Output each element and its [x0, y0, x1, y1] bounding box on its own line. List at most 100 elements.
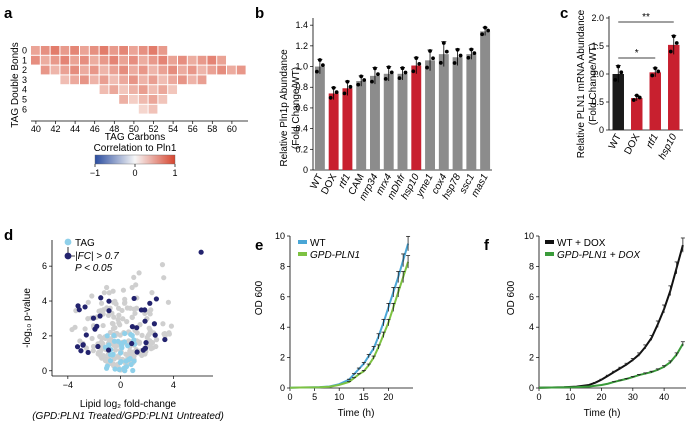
heatmap-cell [129, 55, 138, 65]
heatmap-cell [80, 46, 89, 55]
x-tick-label: 0 [287, 392, 292, 402]
heatmap-cell [119, 55, 128, 65]
lipid-point [109, 320, 115, 327]
significant-point [152, 332, 158, 338]
significant-point [138, 307, 144, 313]
heatmap-cell [80, 65, 89, 75]
heatmap-cell [148, 85, 158, 94]
category-label: DOX [623, 132, 643, 157]
replicate-point [414, 56, 419, 60]
y-tick-label: 10 [275, 231, 285, 241]
lipid-point [153, 337, 160, 343]
significant-point [143, 340, 149, 346]
replicate-point [634, 93, 639, 98]
lipid-point [136, 340, 142, 346]
heatmap-cell [89, 75, 99, 85]
lipid-point [168, 323, 175, 329]
heatmap-cell [89, 55, 99, 65]
d-x-tick-label: 0 [118, 380, 123, 390]
heatmap-cell [187, 75, 197, 85]
colorbar-tick-label: −1 [90, 168, 100, 178]
legend-fc-marker [64, 252, 72, 260]
x-tick-label: 0 [536, 392, 541, 402]
heatmap-cell [129, 46, 138, 55]
significance-label: * [635, 48, 639, 59]
significant-point [142, 318, 148, 324]
heatmap-cell [99, 85, 109, 94]
lipid-point [111, 361, 117, 368]
colorbar-ticks: −1 0 1 [90, 164, 178, 178]
x-tick-label: 20 [383, 392, 393, 402]
heatmap-cell [89, 65, 99, 75]
heatmap-y-tick-label: 5 [22, 95, 27, 105]
legend-swatch [298, 252, 307, 256]
replicate-point [331, 85, 336, 90]
lipid-point [98, 300, 105, 306]
y-tick-label: 0 [599, 125, 604, 135]
lipid-point [129, 284, 135, 291]
heatmap-cell [178, 55, 187, 65]
lipid-point [89, 335, 95, 342]
tag-point [116, 366, 122, 373]
tag-point [104, 333, 110, 339]
replicate-point [469, 47, 474, 52]
lipid-point [90, 343, 97, 350]
replicate-point [342, 91, 347, 96]
e-x-label: Time (h) [338, 408, 375, 419]
heatmap-y-tick-label: 1 [22, 55, 27, 65]
y-tick-label: 0.5 [591, 97, 604, 107]
heatmap-x-tick-label: 58 [207, 124, 217, 134]
series-line [289, 261, 410, 389]
lipid-point [131, 274, 137, 281]
lipid-point [101, 290, 107, 296]
heatmap-cell [70, 65, 79, 75]
tag-point [131, 358, 137, 364]
heatmap-cell [178, 75, 187, 85]
replicate-point [656, 69, 661, 74]
y-tick-label: 2.0 [591, 13, 604, 23]
heatmap-cell [40, 46, 50, 55]
y-tick-label: 0 [529, 383, 534, 393]
lipid-point [115, 305, 122, 311]
heatmap-cell [50, 65, 60, 75]
tag-point [118, 350, 124, 356]
category-label: rtf1 [644, 132, 660, 150]
series-line [538, 343, 684, 389]
panel-label-e: e [255, 237, 263, 254]
lipid-point [96, 308, 102, 314]
heatmap-cell [70, 46, 79, 55]
heatmap-cell [109, 55, 119, 65]
replicate-point [389, 70, 394, 75]
heatmap-cell [80, 55, 89, 65]
heatmap-cell [197, 65, 207, 75]
d-y-tick-label: 2 [42, 331, 47, 341]
lipid-point [107, 329, 113, 336]
f-y-label: OD 600 [506, 280, 517, 315]
heatmap-cell [217, 65, 226, 75]
heatmap-cell [187, 65, 197, 75]
replicate-point [314, 69, 319, 74]
heatmap-x-tick-label: 40 [31, 124, 41, 134]
lipid-point [111, 314, 117, 320]
heatmap-cell [197, 75, 207, 85]
heatmap-x-tick-label: 52 [148, 124, 158, 134]
tag-point [107, 352, 114, 358]
significant-point [151, 321, 157, 327]
x-tick-label: 30 [628, 392, 638, 402]
b-plot-area: 00.20.40.60.81.01.21.4WTDOXrtf1CAMmrp34m… [295, 18, 492, 202]
lipid-point [85, 316, 91, 322]
heatmap-cell [148, 65, 158, 75]
lipid-point [159, 262, 166, 268]
replicate-point [613, 77, 618, 82]
tag-point [117, 359, 123, 366]
significant-point [129, 340, 135, 347]
replicate-point [403, 70, 408, 75]
significant-point [94, 323, 100, 329]
bar [342, 88, 353, 170]
heatmap-cell [236, 65, 246, 75]
heatmap-cell [138, 65, 148, 75]
heatmap-cell [207, 55, 217, 65]
heatmap-cell [168, 65, 177, 75]
